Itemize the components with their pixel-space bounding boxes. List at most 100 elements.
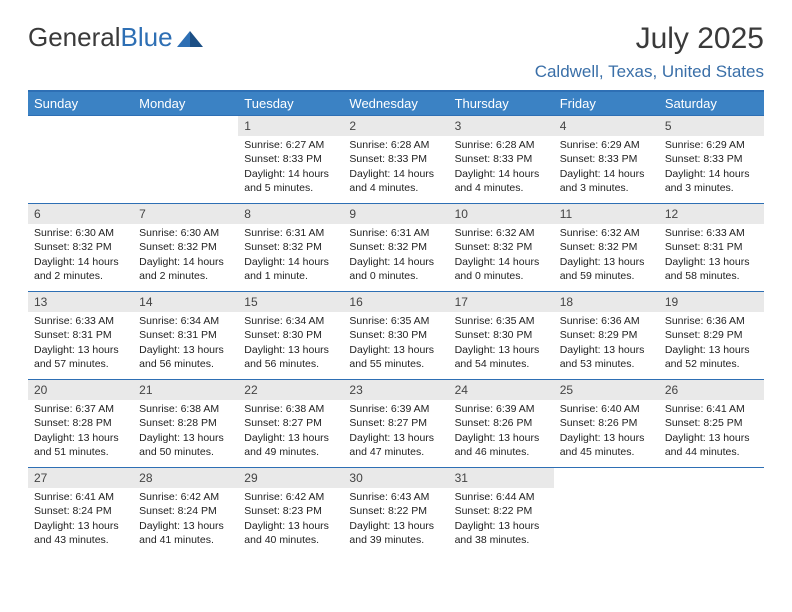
day-number: 13	[28, 291, 133, 312]
sunrise-text: Sunrise: 6:42 AM	[139, 490, 232, 504]
day-details: Sunrise: 6:32 AMSunset: 8:32 PMDaylight:…	[554, 224, 659, 287]
day-details: Sunrise: 6:36 AMSunset: 8:29 PMDaylight:…	[554, 312, 659, 375]
day-details: Sunrise: 6:33 AMSunset: 8:31 PMDaylight:…	[659, 224, 764, 287]
weekday-header: Thursday	[449, 91, 554, 115]
daylight-text: Daylight: 14 hours and 0 minutes.	[455, 255, 548, 283]
calendar-day-cell: 26Sunrise: 6:41 AMSunset: 8:25 PMDayligh…	[659, 379, 764, 467]
sunset-text: Sunset: 8:27 PM	[349, 416, 442, 430]
day-number	[554, 467, 659, 472]
calendar-day-cell: 6Sunrise: 6:30 AMSunset: 8:32 PMDaylight…	[28, 203, 133, 291]
sunset-text: Sunset: 8:33 PM	[244, 152, 337, 166]
sunrise-text: Sunrise: 6:39 AM	[349, 402, 442, 416]
day-details: Sunrise: 6:37 AMSunset: 8:28 PMDaylight:…	[28, 400, 133, 463]
daylight-text: Daylight: 13 hours and 54 minutes.	[455, 343, 548, 371]
sunset-text: Sunset: 8:33 PM	[665, 152, 758, 166]
sunrise-text: Sunrise: 6:38 AM	[139, 402, 232, 416]
sunrise-text: Sunrise: 6:33 AM	[34, 314, 127, 328]
day-number: 3	[449, 115, 554, 136]
daylight-text: Daylight: 13 hours and 56 minutes.	[139, 343, 232, 371]
sunrise-text: Sunrise: 6:36 AM	[665, 314, 758, 328]
daylight-text: Daylight: 13 hours and 45 minutes.	[560, 431, 653, 459]
weekday-header: Saturday	[659, 91, 764, 115]
header: GeneralBlue July 2025 Caldwell, Texas, U…	[28, 22, 764, 82]
sunset-text: Sunset: 8:33 PM	[455, 152, 548, 166]
day-details: Sunrise: 6:36 AMSunset: 8:29 PMDaylight:…	[659, 312, 764, 375]
sunrise-text: Sunrise: 6:27 AM	[244, 138, 337, 152]
day-number: 8	[238, 203, 343, 224]
daylight-text: Daylight: 14 hours and 2 minutes.	[139, 255, 232, 283]
sunrise-text: Sunrise: 6:41 AM	[665, 402, 758, 416]
sunrise-text: Sunrise: 6:30 AM	[34, 226, 127, 240]
sunrise-text: Sunrise: 6:33 AM	[665, 226, 758, 240]
day-details: Sunrise: 6:35 AMSunset: 8:30 PMDaylight:…	[343, 312, 448, 375]
day-details: Sunrise: 6:39 AMSunset: 8:27 PMDaylight:…	[343, 400, 448, 463]
calendar-day-cell: 15Sunrise: 6:34 AMSunset: 8:30 PMDayligh…	[238, 291, 343, 379]
daylight-text: Daylight: 13 hours and 46 minutes.	[455, 431, 548, 459]
calendar-day-cell: 1Sunrise: 6:27 AMSunset: 8:33 PMDaylight…	[238, 115, 343, 203]
calendar-day-cell	[28, 115, 133, 203]
day-details: Sunrise: 6:39 AMSunset: 8:26 PMDaylight:…	[449, 400, 554, 463]
day-details: Sunrise: 6:34 AMSunset: 8:30 PMDaylight:…	[238, 312, 343, 375]
daylight-text: Daylight: 13 hours and 49 minutes.	[244, 431, 337, 459]
day-number: 14	[133, 291, 238, 312]
sunrise-text: Sunrise: 6:36 AM	[560, 314, 653, 328]
calendar-day-cell: 19Sunrise: 6:36 AMSunset: 8:29 PMDayligh…	[659, 291, 764, 379]
day-details: Sunrise: 6:31 AMSunset: 8:32 PMDaylight:…	[238, 224, 343, 287]
sunset-text: Sunset: 8:23 PM	[244, 504, 337, 518]
daylight-text: Daylight: 13 hours and 50 minutes.	[139, 431, 232, 459]
sunrise-text: Sunrise: 6:38 AM	[244, 402, 337, 416]
sunset-text: Sunset: 8:22 PM	[455, 504, 548, 518]
day-details: Sunrise: 6:38 AMSunset: 8:27 PMDaylight:…	[238, 400, 343, 463]
sunrise-text: Sunrise: 6:28 AM	[349, 138, 442, 152]
daylight-text: Daylight: 13 hours and 44 minutes.	[665, 431, 758, 459]
sunset-text: Sunset: 8:32 PM	[139, 240, 232, 254]
calendar-day-cell: 13 Sunrise: 6:33 AMSunset: 8:31 PMDayligh…	[28, 291, 133, 379]
sunrise-text: Sunrise: 6:34 AM	[244, 314, 337, 328]
daylight-text: Daylight: 13 hours and 39 minutes.	[349, 519, 442, 547]
sunset-text: Sunset: 8:33 PM	[560, 152, 653, 166]
month-title: July 2025	[535, 22, 764, 56]
sunrise-text: Sunrise: 6:31 AM	[244, 226, 337, 240]
sunset-text: Sunset: 8:31 PM	[665, 240, 758, 254]
sunrise-text: Sunrise: 6:35 AM	[349, 314, 442, 328]
calendar-day-cell: 14Sunrise: 6:34 AMSunset: 8:31 PMDayligh…	[133, 291, 238, 379]
day-number: 28	[133, 467, 238, 488]
daylight-text: Daylight: 14 hours and 1 minute.	[244, 255, 337, 283]
day-details: Sunrise: 6:42 AMSunset: 8:23 PMDaylight:…	[238, 488, 343, 551]
sunset-text: Sunset: 8:24 PM	[34, 504, 127, 518]
daylight-text: Daylight: 13 hours and 38 minutes.	[455, 519, 548, 547]
sunrise-text: Sunrise: 6:28 AM	[455, 138, 548, 152]
calendar-day-cell: 18Sunrise: 6:36 AMSunset: 8:29 PMDayligh…	[554, 291, 659, 379]
day-number	[133, 115, 238, 120]
sunrise-text: Sunrise: 6:37 AM	[34, 402, 127, 416]
calendar-day-cell: 9Sunrise: 6:31 AMSunset: 8:32 PMDaylight…	[343, 203, 448, 291]
calendar-day-cell: 31Sunrise: 6:44 AMSunset: 8:22 PMDayligh…	[449, 467, 554, 555]
calendar-day-cell: 21Sunrise: 6:38 AMSunset: 8:28 PMDayligh…	[133, 379, 238, 467]
calendar-day-cell: 16Sunrise: 6:35 AMSunset: 8:30 PMDayligh…	[343, 291, 448, 379]
day-details: Sunrise: 6:27 AMSunset: 8:33 PMDaylight:…	[238, 136, 343, 199]
sunrise-text: Sunrise: 6:32 AM	[455, 226, 548, 240]
sunset-text: Sunset: 8:31 PM	[34, 328, 127, 342]
daylight-text: Daylight: 14 hours and 4 minutes.	[455, 167, 548, 195]
sunset-text: Sunset: 8:32 PM	[455, 240, 548, 254]
daylight-text: Daylight: 13 hours and 41 minutes.	[139, 519, 232, 547]
daylight-text: Daylight: 14 hours and 5 minutes.	[244, 167, 337, 195]
calendar-day-cell: 30Sunrise: 6:43 AMSunset: 8:22 PMDayligh…	[343, 467, 448, 555]
calendar-day-cell	[133, 115, 238, 203]
day-details: Sunrise: 6:41 AMSunset: 8:24 PMDaylight:…	[28, 488, 133, 551]
daylight-text: Daylight: 14 hours and 2 minutes.	[34, 255, 127, 283]
title-block: July 2025 Caldwell, Texas, United States	[535, 22, 764, 82]
sunset-text: Sunset: 8:26 PM	[560, 416, 653, 430]
daylight-text: Daylight: 14 hours and 4 minutes.	[349, 167, 442, 195]
day-details: Sunrise: 6:30 AMSunset: 8:32 PMDaylight:…	[28, 224, 133, 287]
daylight-text: Daylight: 13 hours and 57 minutes.	[34, 343, 127, 371]
day-number: 6	[28, 203, 133, 224]
daylight-text: Daylight: 13 hours and 51 minutes.	[34, 431, 127, 459]
calendar-week-row: 13Sunrise: 6:33 AMSunset: 8:31 PMDayligh…	[28, 291, 764, 379]
sunset-text: Sunset: 8:28 PM	[139, 416, 232, 430]
daylight-text: Daylight: 13 hours and 40 minutes.	[244, 519, 337, 547]
day-details: Sunrise: 6:42 AMSunset: 8:24 PMDaylight:…	[133, 488, 238, 551]
daylight-text: Daylight: 13 hours and 47 minutes.	[349, 431, 442, 459]
sunrise-text: Sunrise: 6:44 AM	[455, 490, 548, 504]
day-number: 26	[659, 379, 764, 400]
